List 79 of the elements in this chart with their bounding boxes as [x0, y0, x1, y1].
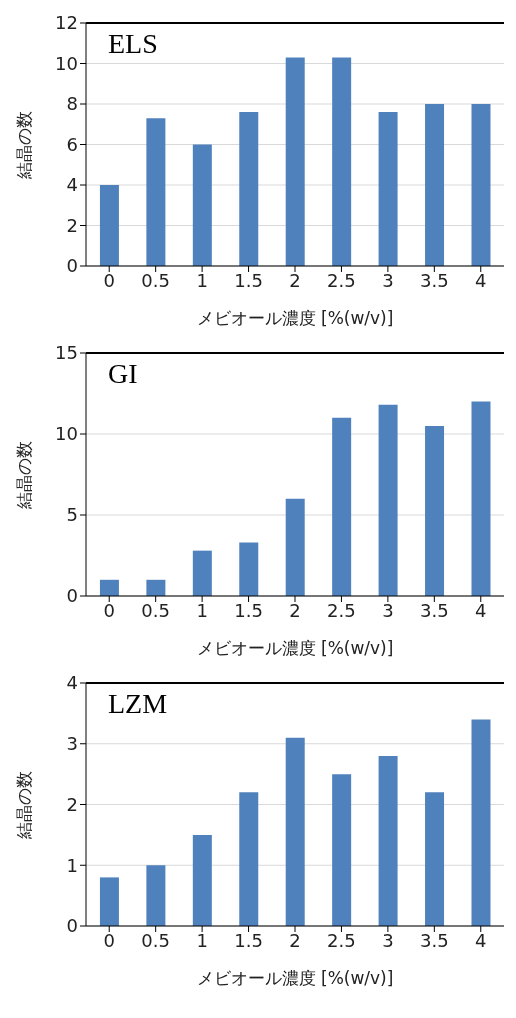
- y-tick-label: 15: [55, 342, 78, 364]
- x-tick-label: 1.5: [234, 929, 263, 951]
- x-tick-label: 2.5: [327, 599, 356, 621]
- bar: [285, 737, 305, 926]
- y-axis-title: 結晶の数: [14, 440, 35, 510]
- x-tick-label: 4: [475, 269, 487, 291]
- x-tick-label: 2: [289, 929, 301, 951]
- x-tick-label: 0: [103, 929, 115, 951]
- bar: [378, 755, 398, 926]
- bar: [332, 417, 352, 596]
- bar: [332, 57, 352, 266]
- x-tick-label: 2: [289, 599, 301, 621]
- bar: [192, 144, 212, 266]
- chart-title: ELS: [108, 28, 158, 60]
- bar: [425, 104, 445, 266]
- bar: [285, 57, 305, 266]
- y-tick-label: 10: [55, 52, 78, 74]
- bar: [239, 792, 259, 926]
- x-tick-label: 3.5: [420, 929, 449, 951]
- y-tick-label: 8: [66, 93, 78, 115]
- x-tick-label: 3.5: [420, 269, 449, 291]
- bar: [99, 185, 119, 266]
- x-tick-label: 2.5: [327, 929, 356, 951]
- bar: [471, 401, 491, 596]
- bar: [378, 404, 398, 596]
- x-axis-title: メビオール濃度 [%(w/v)]: [196, 638, 394, 658]
- x-tick-label: 0.5: [141, 929, 170, 951]
- y-tick-label: 12: [55, 12, 78, 34]
- x-tick-label: 0: [103, 599, 115, 621]
- x-tick-label: 3.5: [420, 599, 449, 621]
- bar: [332, 774, 352, 926]
- chart-title: LZM: [108, 688, 168, 720]
- x-tick-label: 0.5: [141, 599, 170, 621]
- bar: [192, 550, 212, 596]
- x-tick-label: 1: [196, 929, 208, 951]
- x-tick-label: 1.5: [234, 599, 263, 621]
- bar: [146, 865, 166, 926]
- y-tick-label: 0: [66, 585, 78, 607]
- y-tick-label: 10: [55, 423, 78, 445]
- x-tick-label: 3: [382, 269, 394, 291]
- chart-title: GI: [108, 358, 138, 390]
- x-tick-label: 3: [382, 929, 394, 951]
- y-tick-label: 3: [66, 733, 78, 755]
- bar: [239, 112, 259, 266]
- bar: [99, 579, 119, 596]
- bar: [471, 104, 491, 266]
- bar: [425, 425, 445, 596]
- y-tick-label: 5: [66, 504, 78, 526]
- bar: [99, 877, 119, 926]
- y-tick-label: 6: [66, 133, 78, 155]
- x-tick-label: 4: [475, 599, 487, 621]
- bar: [425, 792, 445, 926]
- bar: [285, 498, 305, 596]
- x-tick-label: 0: [103, 269, 115, 291]
- bar: [146, 118, 166, 266]
- bar: [146, 579, 166, 596]
- bar: [378, 112, 398, 266]
- bar: [192, 834, 212, 926]
- y-tick-label: 4: [66, 174, 78, 196]
- y-tick-label: 2: [66, 793, 78, 815]
- y-tick-label: 0: [66, 255, 78, 277]
- x-tick-label: 1: [196, 269, 208, 291]
- x-axis-title: メビオール濃度 [%(w/v)]: [196, 968, 394, 988]
- bar: [239, 542, 259, 596]
- bar: [471, 719, 491, 926]
- x-tick-label: 1.5: [234, 269, 263, 291]
- x-tick-label: 1: [196, 599, 208, 621]
- y-tick-label: 0: [66, 915, 78, 937]
- x-tick-label: 4: [475, 929, 487, 951]
- x-tick-label: 0.5: [141, 269, 170, 291]
- y-tick-label: 2: [66, 214, 78, 236]
- x-tick-label: 3: [382, 599, 394, 621]
- y-tick-label: 1: [66, 854, 78, 876]
- y-axis-title: 結晶の数: [14, 110, 35, 180]
- y-axis-title: 結晶の数: [14, 770, 35, 840]
- x-axis-title: メビオール濃度 [%(w/v)]: [196, 308, 394, 328]
- y-tick-label: 4: [66, 672, 78, 694]
- x-tick-label: 2.5: [327, 269, 356, 291]
- x-tick-label: 2: [289, 269, 301, 291]
